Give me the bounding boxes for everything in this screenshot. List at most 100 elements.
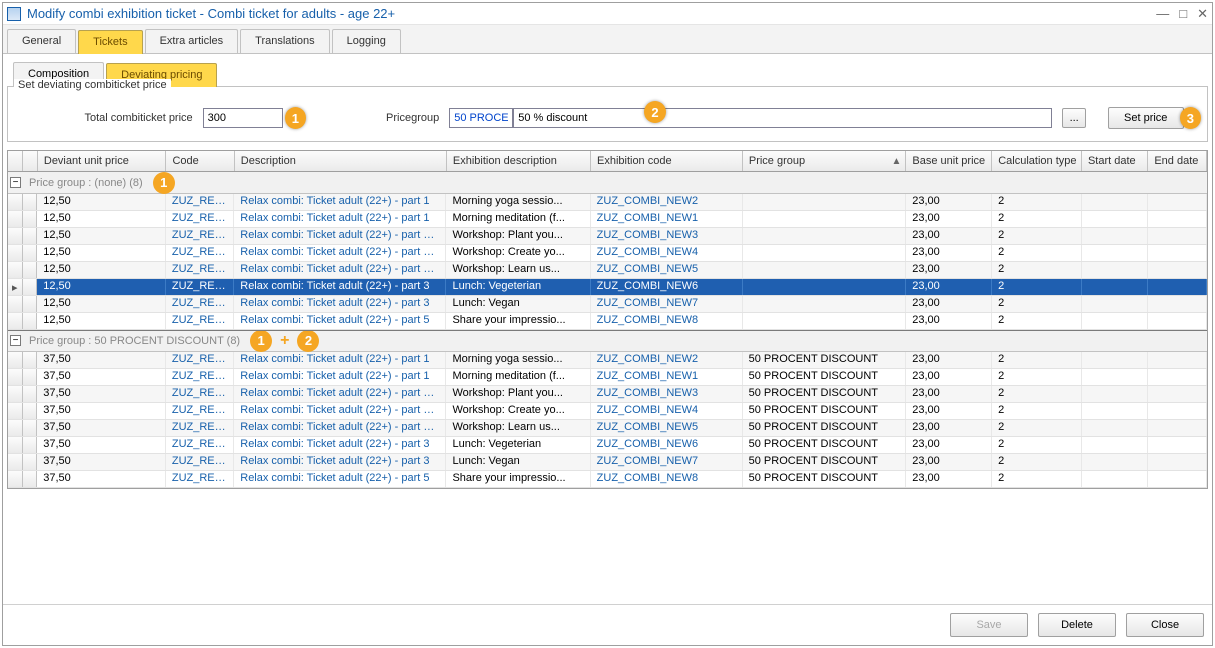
cell-desc[interactable]: Relax combi: Ticket adult (22+) - part 2… xyxy=(234,245,446,261)
table-row[interactable]: 37,50ZUZ_RELA...Relax combi: Ticket adul… xyxy=(8,454,1207,471)
close-button[interactable]: Close xyxy=(1126,613,1204,637)
cell-excode[interactable]: ZUZ_COMBI_NEW2 xyxy=(591,194,743,210)
table-row[interactable]: 37,50ZUZ_RELA...Relax combi: Ticket adul… xyxy=(8,471,1207,488)
cell-code[interactable]: ZUZ_RELA... xyxy=(166,369,234,385)
table-row[interactable]: ▸12,50ZUZ_RELA...Relax combi: Ticket adu… xyxy=(8,279,1207,296)
tab-logging[interactable]: Logging xyxy=(332,29,401,53)
col-code[interactable]: Code xyxy=(166,151,234,171)
table-row[interactable]: 12,50ZUZ_RELA...Relax combi: Ticket adul… xyxy=(8,262,1207,279)
cell-desc[interactable]: Relax combi: Ticket adult (22+) - part 5 xyxy=(234,471,446,487)
cell-code[interactable]: ZUZ_RELA... xyxy=(166,403,234,419)
col-start[interactable]: Start date xyxy=(1082,151,1148,171)
col-unit[interactable]: Deviant unit price xyxy=(38,151,167,171)
close-window-button[interactable]: ✕ xyxy=(1197,7,1208,20)
cell-code[interactable]: ZUZ_RELA... xyxy=(166,245,234,261)
pricegroup-lookup-button[interactable]: ... xyxy=(1062,108,1085,128)
collapse-icon[interactable]: − xyxy=(10,177,21,188)
minimize-button[interactable]: — xyxy=(1156,7,1169,20)
delete-button[interactable]: Delete xyxy=(1038,613,1116,637)
save-button[interactable]: Save xyxy=(950,613,1028,637)
cell-excode[interactable]: ZUZ_COMBI_NEW2 xyxy=(591,352,743,368)
table-row[interactable]: 12,50ZUZ_RELA...Relax combi: Ticket adul… xyxy=(8,228,1207,245)
cell-excode[interactable]: ZUZ_COMBI_NEW8 xyxy=(591,471,743,487)
cell-exdesc: Morning yoga sessio... xyxy=(446,352,590,368)
cell-code[interactable]: ZUZ_RELA... xyxy=(166,262,234,278)
cell-excode[interactable]: ZUZ_COMBI_NEW1 xyxy=(591,369,743,385)
col-end[interactable]: End date xyxy=(1148,151,1207,171)
tab-extra-articles[interactable]: Extra articles xyxy=(145,29,239,53)
cell-code[interactable]: ZUZ_RELA... xyxy=(166,313,234,329)
cell-code[interactable]: ZUZ_RELA... xyxy=(166,279,234,295)
table-row[interactable]: 12,50ZUZ_RELA...Relax combi: Ticket adul… xyxy=(8,245,1207,262)
cell-excode[interactable]: ZUZ_COMBI_NEW6 xyxy=(591,279,743,295)
cell-code[interactable]: ZUZ_RELA... xyxy=(166,211,234,227)
table-row[interactable]: 37,50ZUZ_RELA...Relax combi: Ticket adul… xyxy=(8,369,1207,386)
table-row[interactable]: 37,50ZUZ_RELA...Relax combi: Ticket adul… xyxy=(8,386,1207,403)
col-excode[interactable]: Exhibition code xyxy=(591,151,743,171)
cell-code[interactable]: ZUZ_RELA... xyxy=(166,386,234,402)
maximize-button[interactable]: □ xyxy=(1179,7,1187,20)
cell-excode[interactable]: ZUZ_COMBI_NEW7 xyxy=(591,296,743,312)
total-price-input[interactable] xyxy=(203,108,283,128)
cell-excode[interactable]: ZUZ_COMBI_NEW6 xyxy=(591,437,743,453)
cell-desc[interactable]: Relax combi: Ticket adult (22+) - part 2… xyxy=(234,403,446,419)
tab-translations[interactable]: Translations xyxy=(240,29,330,53)
cell-excode[interactable]: ZUZ_COMBI_NEW3 xyxy=(591,228,743,244)
cell-code[interactable]: ZUZ_RELA... xyxy=(166,420,234,436)
cell-excode[interactable]: ZUZ_COMBI_NEW3 xyxy=(591,386,743,402)
cell-excode[interactable]: ZUZ_COMBI_NEW8 xyxy=(591,313,743,329)
cell-excode[interactable]: ZUZ_COMBI_NEW4 xyxy=(591,403,743,419)
cell-code[interactable]: ZUZ_RELA... xyxy=(166,471,234,487)
table-row[interactable]: 12,50ZUZ_RELA...Relax combi: Ticket adul… xyxy=(8,313,1207,330)
table-row[interactable]: 37,50ZUZ_RELA...Relax combi: Ticket adul… xyxy=(8,437,1207,454)
cell-excode[interactable]: ZUZ_COMBI_NEW1 xyxy=(591,211,743,227)
tab-general[interactable]: General xyxy=(7,29,76,53)
cell-desc[interactable]: Relax combi: Ticket adult (22+) - part 1 xyxy=(234,194,446,210)
cell-desc[interactable]: Relax combi: Ticket adult (22+) - part 1 xyxy=(234,369,446,385)
table-row[interactable]: 12,50ZUZ_RELA...Relax combi: Ticket adul… xyxy=(8,296,1207,313)
col-exdesc[interactable]: Exhibition description xyxy=(447,151,591,171)
group-row-none[interactable]: − Price group : (none) (8) 1 xyxy=(8,172,1207,194)
cell-excode[interactable]: ZUZ_COMBI_NEW4 xyxy=(591,245,743,261)
cell-desc[interactable]: Relax combi: Ticket adult (22+) - part 2… xyxy=(234,228,446,244)
cell-desc[interactable]: Relax combi: Ticket adult (22+) - part 3 xyxy=(234,279,446,295)
pricegroup-desc-input[interactable] xyxy=(513,108,1052,128)
table-row[interactable]: 37,50ZUZ_RELA...Relax combi: Ticket adul… xyxy=(8,403,1207,420)
collapse-icon[interactable]: − xyxy=(10,335,21,346)
cell-desc[interactable]: Relax combi: Ticket adult (22+) - part 3 xyxy=(234,437,446,453)
table-row[interactable]: 37,50ZUZ_RELA...Relax combi: Ticket adul… xyxy=(8,352,1207,369)
cell-excode[interactable]: ZUZ_COMBI_NEW5 xyxy=(591,420,743,436)
row-indicator xyxy=(8,454,23,470)
cell-code[interactable]: ZUZ_RELA... xyxy=(166,437,234,453)
cell-desc[interactable]: Relax combi: Ticket adult (22+) - part 1 xyxy=(234,352,446,368)
group-row-discount[interactable]: − Price group : 50 PROCENT DISCOUNT (8) … xyxy=(8,330,1207,352)
cell-desc[interactable]: Relax combi: Ticket adult (22+) - part 2… xyxy=(234,386,446,402)
tab-tickets[interactable]: Tickets xyxy=(78,30,142,54)
table-row[interactable]: 12,50ZUZ_RELA...Relax combi: Ticket adul… xyxy=(8,211,1207,228)
col-pgroup[interactable]: Price group▲ xyxy=(743,151,907,171)
cell-code[interactable]: ZUZ_RELA... xyxy=(166,352,234,368)
cell-end xyxy=(1148,228,1207,244)
col-base[interactable]: Base unit price xyxy=(906,151,992,171)
table-row[interactable]: 12,50ZUZ_RELA...Relax combi: Ticket adul… xyxy=(8,194,1207,211)
cell-code[interactable]: ZUZ_RELA... xyxy=(166,228,234,244)
pricegroup-code-input[interactable] xyxy=(449,108,513,128)
cell-excode[interactable]: ZUZ_COMBI_NEW5 xyxy=(591,262,743,278)
cell-desc[interactable]: Relax combi: Ticket adult (22+) - part 3 xyxy=(234,296,446,312)
cell-desc[interactable]: Relax combi: Ticket adult (22+) - part 2… xyxy=(234,420,446,436)
cell-end xyxy=(1148,313,1207,329)
col-desc[interactable]: Description xyxy=(235,151,447,171)
row-indicator xyxy=(8,352,23,368)
cell-code[interactable]: ZUZ_RELA... xyxy=(166,296,234,312)
col-calc[interactable]: Calculation type xyxy=(992,151,1082,171)
set-price-button[interactable]: Set price xyxy=(1108,107,1184,129)
cell-code[interactable]: ZUZ_RELA... xyxy=(166,454,234,470)
table-row[interactable]: 37,50ZUZ_RELA...Relax combi: Ticket adul… xyxy=(8,420,1207,437)
cell-desc[interactable]: Relax combi: Ticket adult (22+) - part 3 xyxy=(234,454,446,470)
cell-code[interactable]: ZUZ_RELA... xyxy=(166,194,234,210)
cell-desc[interactable]: Relax combi: Ticket adult (22+) - part 1 xyxy=(234,211,446,227)
cell-base: 23,00 xyxy=(906,369,992,385)
cell-excode[interactable]: ZUZ_COMBI_NEW7 xyxy=(591,454,743,470)
cell-desc[interactable]: Relax combi: Ticket adult (22+) - part 5 xyxy=(234,313,446,329)
cell-desc[interactable]: Relax combi: Ticket adult (22+) - part 2… xyxy=(234,262,446,278)
